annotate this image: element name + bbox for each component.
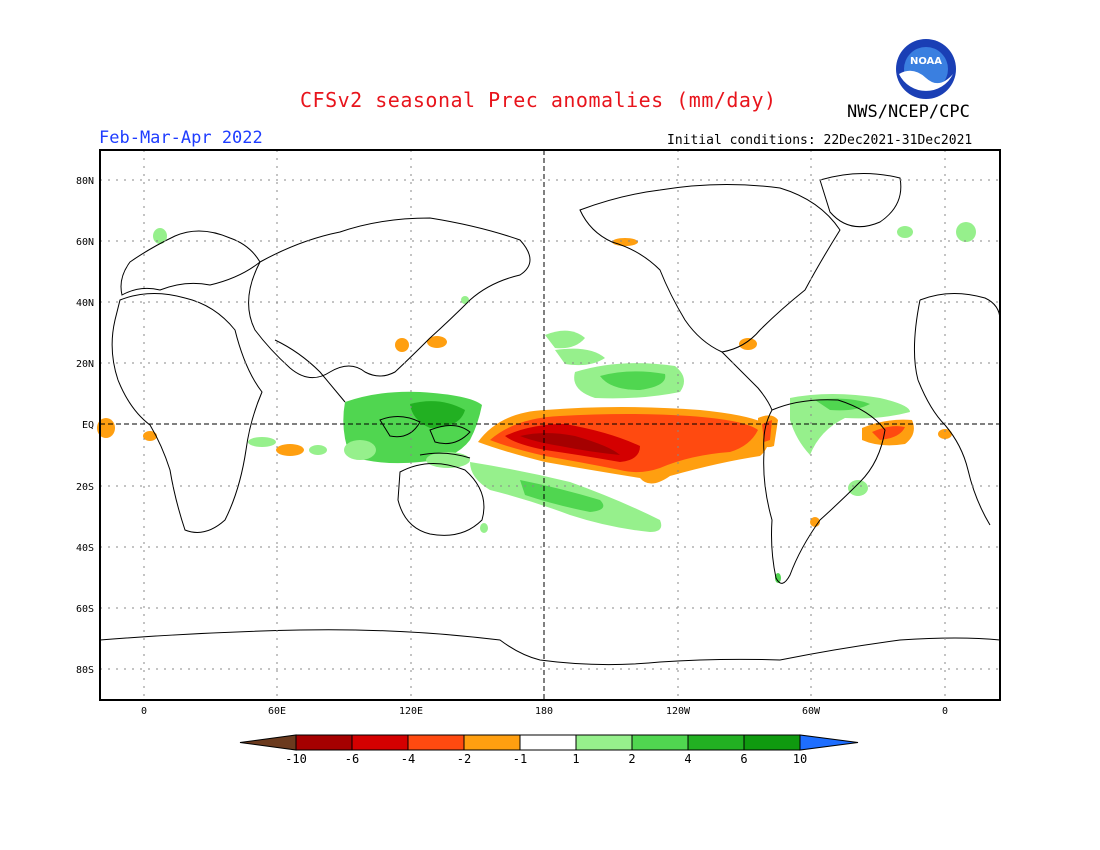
lat-axis: 80N 60N 40N 20N EQ 20S 40S 60S 80S [76, 176, 94, 676]
lat-label: 60N [76, 237, 94, 248]
lon-label: 120W [666, 706, 691, 717]
lat-label: 60S [76, 604, 94, 615]
lat-label: 40S [76, 543, 94, 554]
lat-label: 20N [76, 359, 94, 370]
colorbar-label: 2 [628, 752, 635, 766]
positive-anomaly-amazon [790, 394, 910, 455]
lat-label: 80N [76, 176, 94, 187]
colorbar-arrow-high [799, 734, 859, 751]
negative-anomaly-atlantic-west-africa [97, 418, 115, 438]
colorbar-arrow-low [239, 734, 297, 751]
lon-label: 60W [802, 706, 821, 717]
lon-label: 0 [942, 706, 948, 717]
reference-lines [100, 150, 1000, 700]
colorbar: -10 -6 -4 -2 -1 1 2 4 6 10 [239, 734, 859, 766]
colorbar-label: 10 [793, 752, 807, 766]
colorbar-segment [351, 734, 409, 751]
colorbar-segment [743, 734, 801, 751]
colorbar-segment [463, 734, 521, 751]
colorbar-segment [295, 734, 353, 751]
lon-label: 0 [141, 706, 147, 717]
lat-lon-grid [100, 150, 1000, 700]
colorbar-label: 6 [740, 752, 747, 766]
lat-label: EQ [82, 420, 94, 431]
lon-label: 60E [268, 706, 286, 717]
lat-label: 80S [76, 665, 94, 676]
map-title: CFSv2 seasonal Prec anomalies (mm/day) [300, 88, 777, 112]
forecast-period: Feb-Mar-Apr 2022 [99, 128, 263, 148]
map-frame [99, 149, 1001, 701]
colorbar-segment [575, 734, 633, 751]
organization-label: NWS/NCEP/CPC [847, 102, 970, 122]
colorbar-label: 4 [684, 752, 691, 766]
noaa-logo-text: NOAA [910, 56, 942, 67]
colorbar-segment [407, 734, 465, 751]
colorbar-label: -10 [285, 752, 307, 766]
colorbar-label: -1 [513, 752, 527, 766]
colorbar-segment [631, 734, 689, 751]
initial-conditions: Initial conditions: 22Dec2021-31Dec2021 [667, 133, 973, 148]
lon-label: 180 [535, 706, 553, 717]
lon-axis: 0 60E 120E 180 120W 60W 0 [141, 706, 948, 717]
colorbar-label: -2 [457, 752, 471, 766]
lat-label: 40N [76, 298, 94, 309]
noaa-logo: NOAA [896, 39, 956, 99]
lat-label: 20S [76, 482, 94, 493]
continent-outlines [99, 173, 1001, 666]
colorbar-label: -4 [401, 752, 415, 766]
colorbar-label: -6 [345, 752, 359, 766]
lon-label: 120E [399, 706, 423, 717]
colorbar-label: 1 [572, 752, 579, 766]
colorbar-segment [519, 734, 577, 751]
colorbar-segment [687, 734, 745, 751]
